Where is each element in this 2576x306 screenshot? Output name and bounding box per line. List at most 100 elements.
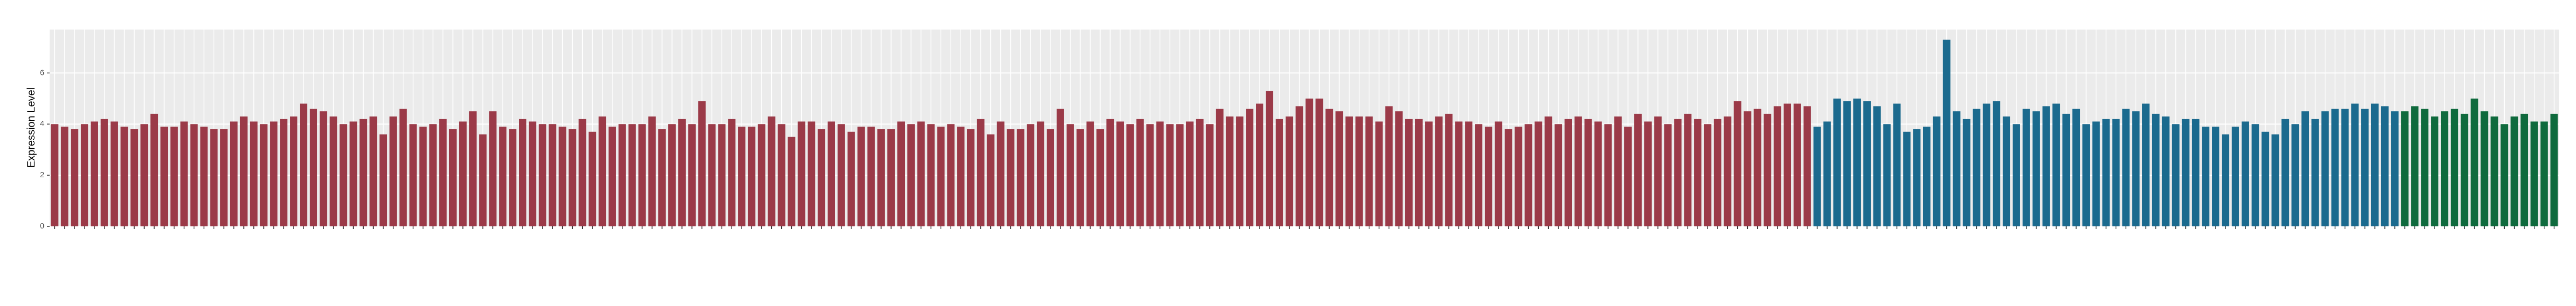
bar [2032,111,2040,226]
bar [1037,121,1045,226]
bar [847,131,855,226]
bar [1524,124,1532,226]
bar [1744,111,1751,226]
bar [977,119,984,226]
bar [1545,116,1552,226]
bar [1136,119,1144,226]
bar [409,124,417,226]
bar [1933,116,1941,226]
bar [210,129,218,226]
bar [2002,116,2011,226]
bar [1823,121,1831,226]
bar [2460,113,2468,226]
bar [1285,116,1293,226]
bar [1644,121,1652,226]
bar [1953,111,1961,226]
bar [1465,121,1473,226]
bar [2331,109,2339,226]
bar [1435,116,1443,226]
bar [439,119,447,226]
bar [2411,106,2419,226]
bar [698,101,706,226]
bar [200,127,208,226]
bar [857,127,865,226]
bar [1345,116,1353,226]
y-tick-label: 6 [40,68,44,77]
bar [1913,129,1921,226]
bar [2440,111,2449,226]
bar [2261,131,2269,226]
bar [2042,106,2050,226]
bar [220,129,228,226]
bar [130,129,138,226]
bar [1614,116,1622,226]
bar [449,129,457,226]
bar [250,121,258,226]
bar [240,116,248,226]
bar [618,124,626,226]
bar [1325,109,1333,226]
bar [638,124,646,226]
bar [548,124,556,226]
bar [589,131,596,226]
bar [867,127,875,226]
bar [399,109,407,226]
bar [1494,121,1502,226]
bar [160,127,168,226]
bar [927,124,935,226]
bar [897,121,905,226]
bar [718,124,726,226]
bar [1256,103,1264,226]
bar [230,121,238,226]
bar [2012,124,2020,226]
bar [1335,111,1343,226]
bar [668,124,676,226]
y-tick-label: 2 [40,170,44,179]
bar [1315,98,1323,226]
bar [1076,129,1084,226]
bar [1564,119,1572,226]
bar [2470,98,2478,226]
bar [2301,111,2309,226]
bar [2072,109,2080,226]
bar [2082,124,2090,226]
bar [190,124,198,226]
bar [907,124,915,226]
bar [569,129,576,226]
bar [798,121,806,226]
bar [2490,116,2498,226]
bar [2550,113,2558,226]
bar [339,124,347,226]
bar [2501,124,2508,226]
bar [747,127,756,226]
bar [2162,116,2170,226]
bar [528,121,537,226]
bar [757,124,765,226]
bar [489,111,497,226]
bar [319,111,327,226]
bar [538,124,546,226]
bar [648,116,656,226]
bar [309,109,317,226]
bar [1993,101,2001,226]
bar [2062,113,2070,226]
bar [2172,124,2180,226]
bar [1305,98,1313,226]
bar [1046,129,1055,226]
bar [1216,109,1224,226]
bar [917,121,925,226]
bar [469,111,477,226]
bar [1265,91,1274,226]
bar [2251,124,2259,226]
bar [788,137,795,226]
bar [1922,127,1931,226]
bar [1734,101,1741,226]
bar [180,121,188,226]
bar [1783,103,1792,226]
bar [2530,121,2538,226]
bar [389,116,397,226]
bar [2421,109,2429,226]
bar [260,124,268,226]
bar [1355,116,1363,226]
bar [2142,103,2150,226]
